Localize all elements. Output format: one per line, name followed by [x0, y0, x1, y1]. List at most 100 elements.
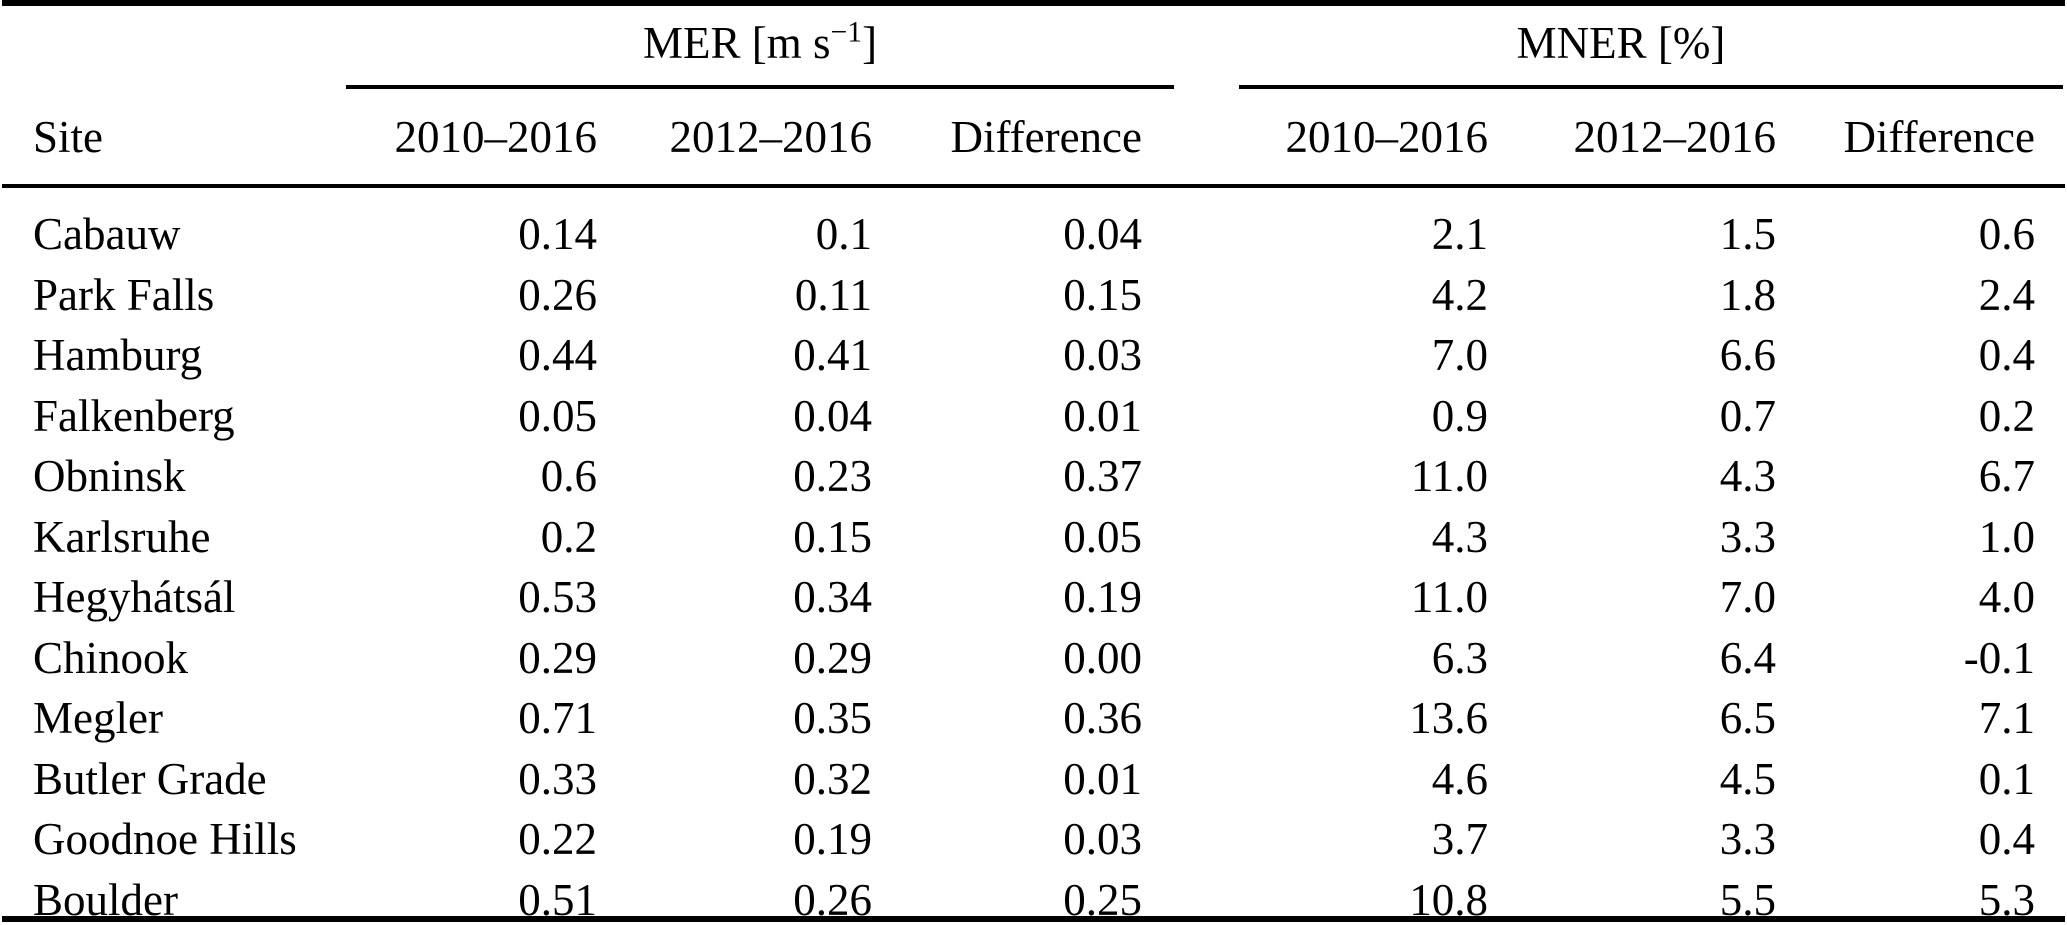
site-cell: Butler Grade — [33, 753, 267, 804]
table-row: Karlsruhe 0.2 0.15 0.05 4.3 3.3 1.0 — [0, 507, 2067, 568]
mner-group-header: MNER [%] — [1175, 0, 2067, 85]
site-cell: Hegyhátsál — [33, 572, 236, 623]
value-cell: 3.3 — [1719, 814, 1777, 865]
mer-group-header: MER [m s−1] — [345, 0, 1175, 85]
table-row: Falkenberg 0.05 0.04 0.01 0.9 0.7 0.2 — [0, 386, 2067, 447]
value-cell: 0.03 — [1063, 330, 1143, 381]
value-cell: 0.2 — [1978, 390, 2036, 441]
site-cell: Cabauw — [33, 209, 181, 260]
value-cell: 0.71 — [518, 693, 597, 744]
value-cell: 0.05 — [518, 390, 597, 441]
value-cell: 0.4 — [1978, 330, 2036, 381]
value-cell: 0.1 — [1978, 753, 2036, 804]
mer-group-rule — [346, 85, 1174, 89]
mer-group-title: MER — [642, 17, 741, 68]
site-cell: Chinook — [33, 632, 189, 683]
group-header-spacer — [0, 0, 345, 85]
site-cell: Falkenberg — [33, 390, 235, 441]
mer-unit-close: ] — [862, 17, 878, 68]
column-header-row: Site 2010–2016 2012–2016 Difference 2010… — [0, 85, 2067, 204]
site-cell: Obninsk — [33, 451, 186, 502]
value-cell: 4.3 — [1719, 451, 1777, 502]
value-cell: 4.6 — [1431, 753, 1489, 804]
header-rule — [2, 184, 2065, 188]
value-cell: 0.15 — [1063, 269, 1143, 320]
site-cell: Park Falls — [33, 269, 215, 320]
value-cell: 0.11 — [794, 269, 872, 320]
value-cell: 0.26 — [518, 269, 597, 320]
table-row: Megler 0.71 0.35 0.36 13.6 6.5 7.1 — [0, 688, 2067, 749]
value-cell: 0.14 — [518, 209, 597, 260]
value-cell: 0.29 — [518, 632, 597, 683]
value-cell: 0.26 — [793, 874, 872, 925]
site-cell: Karlsruhe — [33, 511, 211, 562]
value-cell: 4.5 — [1719, 753, 1777, 804]
value-cell: 4.2 — [1431, 269, 1489, 320]
value-cell: 0.9 — [1431, 390, 1489, 441]
table-body: Cabauw 0.14 0.1 0.04 2.1 1.5 0.6 Park Falls 0.26… — [0, 204, 2067, 925]
value-cell: 2.1 — [1431, 209, 1489, 260]
site-column-header: Site — [33, 111, 104, 162]
top-rule — [2, 0, 2065, 6]
mer-unit-open: [m s — [740, 17, 831, 68]
value-cell: 0.2 — [540, 511, 597, 562]
value-cell: 0.6 — [540, 451, 597, 502]
value-cell: 7.0 — [1719, 572, 1777, 623]
group-header-row: MER [m s−1] MNER [%] — [0, 0, 2067, 85]
value-cell: 6.4 — [1719, 632, 1777, 683]
table-row: Butler Grade 0.33 0.32 0.01 4.6 4.5 0.1 — [0, 749, 2067, 810]
value-cell: 7.0 — [1431, 330, 1489, 381]
value-cell: 0.44 — [518, 330, 597, 381]
value-cell: 0.00 — [1063, 632, 1143, 683]
table-row: Chinook 0.29 0.29 0.00 6.3 6.4 -0.1 — [0, 628, 2067, 689]
value-cell: 4.3 — [1431, 511, 1489, 562]
table-row: Boulder 0.51 0.26 0.25 10.8 5.5 5.3 — [0, 870, 2067, 925]
site-cell: Boulder — [33, 874, 178, 925]
table-row: Obninsk 0.6 0.23 0.37 11.0 4.3 6.7 — [0, 446, 2067, 507]
value-cell: 0.35 — [793, 693, 872, 744]
value-cell: 0.25 — [1063, 874, 1143, 925]
value-cell: 0.6 — [1978, 209, 2036, 260]
value-cell: 0.37 — [1063, 451, 1143, 502]
value-cell: 0.04 — [1063, 209, 1143, 260]
table-row: Cabauw 0.14 0.1 0.04 2.1 1.5 0.6 — [0, 204, 2067, 265]
value-cell: 2.4 — [1978, 269, 2036, 320]
mner-group-title: MNER — [1516, 17, 1647, 68]
value-cell: 6.7 — [1978, 451, 2036, 502]
mner-col-header-2010-2016: 2010–2016 — [1285, 111, 1489, 162]
value-cell: 0.4 — [1978, 814, 2036, 865]
table-row: Hamburg 0.44 0.41 0.03 7.0 6.6 0.4 — [0, 325, 2067, 386]
value-cell: 0.29 — [793, 632, 872, 683]
value-cell: 0.51 — [518, 874, 597, 925]
value-cell: -0.1 — [1963, 632, 2036, 683]
site-cell: Goodnoe Hills — [33, 814, 297, 865]
value-cell: 0.01 — [1063, 390, 1143, 441]
value-cell: 0.32 — [793, 753, 872, 804]
table-row: Goodnoe Hills 0.22 0.19 0.03 3.7 3.3 0.4 — [0, 809, 2067, 870]
value-cell: 0.34 — [793, 572, 872, 623]
value-cell: 0.01 — [1063, 753, 1143, 804]
value-cell: 1.5 — [1719, 209, 1777, 260]
value-cell: 0.22 — [518, 814, 597, 865]
value-cell: 13.6 — [1409, 693, 1489, 744]
bottom-rule — [2, 916, 2065, 922]
mner-unit: [%] — [1646, 17, 1726, 68]
value-cell: 0.19 — [793, 814, 872, 865]
value-cell: 6.6 — [1719, 330, 1777, 381]
value-cell: 0.15 — [793, 511, 872, 562]
value-cell: 10.8 — [1409, 874, 1489, 925]
value-cell: 0.04 — [793, 390, 872, 441]
value-cell: 11.0 — [1410, 451, 1489, 502]
mer-col-header-2012-2016: 2012–2016 — [669, 111, 873, 162]
value-cell: 0.05 — [1063, 511, 1143, 562]
value-cell: 0.33 — [518, 753, 597, 804]
mer-col-header-2010-2016: 2010–2016 — [394, 111, 598, 162]
value-cell: 6.3 — [1431, 632, 1489, 683]
value-cell: 7.1 — [1978, 693, 2036, 744]
value-cell: 1.8 — [1719, 269, 1777, 320]
table-row: Park Falls 0.26 0.11 0.15 4.2 1.8 2.4 — [0, 265, 2067, 326]
value-cell: 3.7 — [1431, 814, 1489, 865]
site-cell: Hamburg — [33, 330, 203, 381]
value-cell: 3.3 — [1719, 511, 1777, 562]
